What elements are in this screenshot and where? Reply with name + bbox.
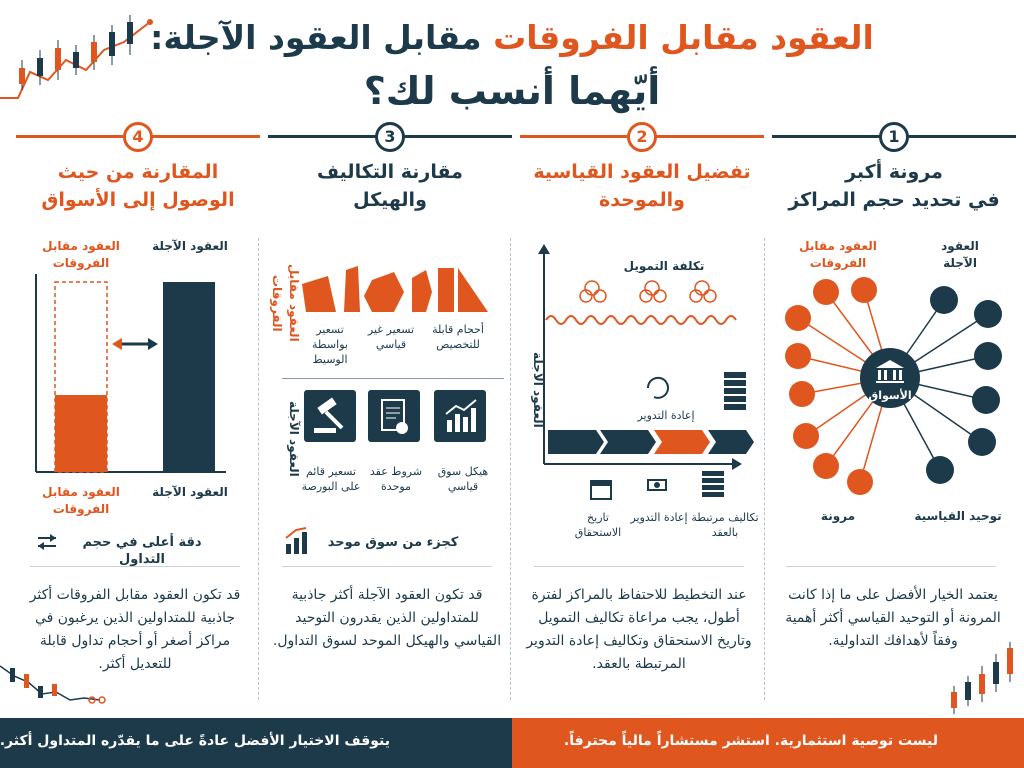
col2-futures-item-1: هيكل سوق قياسي (437, 465, 489, 493)
col3-axis-label: العقود الآجلة (531, 352, 545, 428)
gavel-icon (304, 390, 356, 442)
title-navy-part: مقابل العقود الآجلة: (150, 18, 482, 57)
column-2-header: 2 (520, 122, 764, 152)
column-3-title: مقارنة التكاليف والهيكل (317, 161, 463, 211)
col4-futures-label: العقود الآجلة (941, 239, 979, 270)
position-size-bar-chart (35, 274, 226, 473)
column-2-paragraph: قد تكون العقود الآجلة أكثر جاذبية للمتدا… (272, 587, 502, 649)
col3-rollover-bottom: إعادة التدوير (630, 511, 688, 524)
col2-cfd-item-2: تسعير غير قياسي (367, 323, 415, 351)
col3-rollover-label: إعادة التدوير (637, 409, 695, 422)
column-4-title: المقارنة من حيث الوصول إلى الأسواق (41, 161, 235, 211)
calendar-icon (590, 480, 612, 500)
column-3-paragraph: عند التخطيط للاحتفاظ بالمراكز لفترة أطول… (526, 587, 752, 672)
col4-std-label: توحيد القياسية (914, 509, 1002, 523)
footer-left-text: ليست توصية استثمارية. استشر مستشاراً مال… (563, 733, 938, 749)
col2-futures-item-2: شروط عقد موحدة (369, 465, 423, 493)
futures-bar (163, 282, 215, 472)
col1-cfd-label-top: العقود مقابل الفروقات (42, 239, 120, 270)
col2-divider (282, 378, 504, 379)
column-2-number: 2 (627, 122, 657, 152)
col2-cfd-item-3: تسعير بواسطة الوسيط (312, 323, 348, 366)
column-1-title: مرونة أكبر في تحديد حجم المراكز (788, 161, 1000, 211)
title-orange-part: العقود مقابل الفروقات (493, 18, 874, 57)
irregular-shapes-icon (302, 266, 488, 312)
bar-chart-icon (434, 390, 486, 442)
money-icon (647, 479, 667, 491)
col3-financing-cost: تكلفة التمويل (623, 259, 705, 273)
col2-cfd-item-1: أحجام قابلة للتخصيص (432, 323, 484, 351)
col1-futures-label-bottom: العقود الآجلة (152, 485, 228, 499)
col1-futures-label-top: العقود الآجلة (152, 239, 228, 253)
col2-market-note: كجزء من سوق موحد (327, 535, 459, 550)
col1-cfd-label-bottom: العقود مقابل الفروقات (42, 485, 120, 516)
column-4-paragraph: يعتمد الخيار الأفضل على ما إذا كانت المر… (785, 587, 1001, 649)
column-divider (258, 238, 259, 700)
paragraph-divider (534, 566, 744, 567)
column-3-number: 3 (375, 122, 405, 152)
column-divider (510, 238, 511, 700)
paragraph-divider (30, 566, 240, 567)
col2-cfd-side-label: العقود مقابل الفروقات (270, 264, 301, 342)
column-4-number: 4 (123, 122, 153, 152)
column-1-header: 1 (772, 122, 1016, 152)
col2-futures-side-label: العقود الآجلة (287, 401, 301, 477)
page-title-line1: العقود مقابل الفروقات مقابل العقود الآجل… (0, 14, 1024, 62)
column-1-paragraph: قد تكون العقود مقابل الفروقات أكثر جاذبي… (29, 587, 241, 672)
document-icon (368, 390, 420, 442)
candlestick-decoration-top-left (0, 15, 153, 99)
page-title-line2: أيّهما أنسب لك؟ (363, 69, 661, 113)
growth-chart-icon (285, 527, 307, 554)
col2-futures-item-3: تسعير قائم على البورصة (301, 465, 361, 493)
col4-hub-label: الأسواق (868, 389, 912, 402)
candlestick-decoration-bottom-right (951, 642, 1013, 714)
cost-structure-diagram (538, 244, 754, 470)
candlestick-decoration-bottom-left (0, 665, 106, 704)
col4-cfd-label: العقود مقابل الفروقات (799, 239, 877, 270)
column-3-header: 3 (268, 122, 512, 152)
column-4-header: 4 (16, 122, 260, 152)
col3-contract-costs: تكاليف مرتبطة بالعقد (691, 511, 759, 539)
footer-right-band: ليست توصية استثمارية. استشر مستشاراً مال… (512, 718, 1024, 768)
col1-precision-note: دقة أعلى في حجم التداول (82, 535, 202, 567)
market-access-hub-diagram: $ (785, 277, 1002, 737)
cfd-bar (55, 395, 107, 472)
column-divider (764, 238, 765, 700)
coin-stack-icon (702, 471, 724, 497)
col4-flex-label: مرونة (820, 509, 856, 523)
paragraph-divider (282, 566, 492, 567)
column-1-number: 1 (879, 122, 909, 152)
column-2-title: تفضيل العقود القياسية والموحدة (533, 161, 751, 211)
swap-arrows-icon (38, 534, 56, 550)
col3-maturity-date: تاريخ الاستحقاق (574, 511, 622, 539)
paragraph-divider (786, 566, 996, 567)
footer-right-text: يتوقف الاختيار الأفضل عادةً على ما يقدّر… (0, 733, 390, 749)
footer-left-band: يتوقف الاختيار الأفضل عادةً على ما يقدّر… (0, 718, 512, 768)
